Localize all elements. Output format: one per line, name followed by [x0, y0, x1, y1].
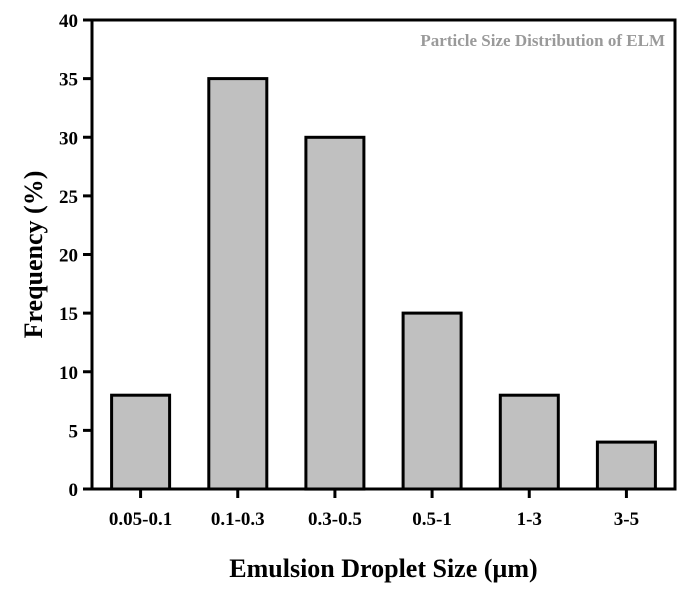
y-tick-label: 30 [59, 128, 78, 149]
bar-0.5-1 [401, 311, 463, 491]
y-tick-label: 35 [59, 70, 78, 91]
y-axis-title: Frequency (%) [19, 171, 48, 339]
x-tick-label: 0.3-0.5 [308, 509, 362, 530]
bar-3-5 [595, 440, 657, 491]
y-tick-label: 5 [69, 421, 79, 442]
y-tick-label: 20 [59, 246, 78, 267]
y-tick-label: 10 [59, 363, 78, 384]
x-tick-label: 1-3 [517, 509, 542, 530]
x-ticks-layer: 0.05-0.1 0.1-0.3 0.3-0.5 0.5-1 1-3 3-5 [109, 489, 639, 530]
bar-1-3 [498, 393, 560, 491]
bars-layer [110, 77, 657, 491]
bar-0.1-0.3 [207, 77, 269, 491]
x-tick-label: 0.5-1 [412, 509, 452, 530]
y-ticks-layer: 0 5 10 15 20 25 30 35 40 [59, 11, 92, 501]
y-tick-label: 15 [59, 304, 78, 325]
y-tick-label: 40 [59, 11, 78, 32]
x-tick-label: 0.1-0.3 [211, 509, 265, 530]
x-tick-label: 3-5 [614, 509, 639, 530]
x-tick-label: 0.05-0.1 [109, 509, 172, 530]
bar-0.3-0.5 [304, 135, 366, 491]
y-tick-label: 0 [69, 480, 79, 501]
bar-0.05-0.1 [110, 393, 172, 491]
chart-title: Particle Size Distribution of ELM [420, 31, 665, 50]
plot-frame [90, 18, 677, 491]
y-tick-label: 25 [59, 187, 78, 208]
x-axis-title: Emulsion Droplet Size (µm) [229, 554, 537, 583]
